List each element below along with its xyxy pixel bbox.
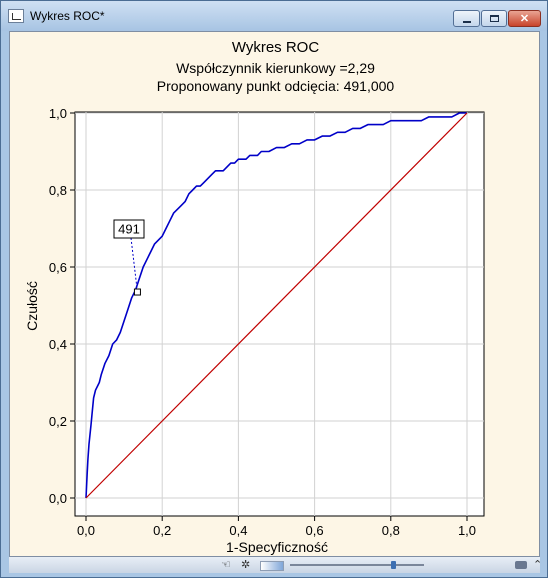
zoom-slider[interactable] — [290, 564, 424, 566]
x-tick-label: 0,2 — [153, 523, 171, 538]
chart-subtitle-slope: Współczynnik kierunkowy =2,29 — [176, 60, 375, 76]
chart-title: Wykres ROC — [231, 39, 320, 56]
color-chip[interactable] — [260, 561, 284, 571]
y-axis-title: Czułość — [24, 281, 40, 331]
roc-series — [85, 112, 468, 499]
x-tick-label: 1,0 — [458, 523, 476, 538]
reference-diagonal-line — [85, 112, 468, 499]
zoom-slider-thumb[interactable] — [391, 561, 396, 569]
chart-subtitle-cutoff: Proponowany punkt odcięcia: 491,000 — [156, 78, 395, 94]
x-tick-label: 0,8 — [382, 523, 400, 538]
y-tick-labels: 0,0 0,2 0,4 0,6 0,8 1,0 — [49, 106, 67, 506]
minimize-icon — [462, 20, 471, 23]
y-tick-label: 1,0 — [49, 106, 67, 121]
y-tick-label: 0,6 — [49, 260, 67, 275]
x-tick-labels: 0,0 0,2 0,4 0,6 0,8 1,0 — [77, 523, 476, 538]
maximize-icon — [489, 15, 499, 22]
key-icon[interactable] — [515, 561, 527, 569]
roc-plot[interactable]: 0,0 0,2 0,4 0,6 0,8 1,0 0,0 0,2 0,4 0,6 0,8 1,0 49… — [10, 32, 541, 558]
y-tick-label: 0,8 — [49, 183, 67, 198]
gear-icon[interactable]: ✲ — [241, 559, 251, 571]
maximize-button[interactable] — [481, 10, 507, 27]
close-button[interactable]: ✕ — [508, 10, 541, 27]
hand-icon[interactable]: ☜ — [221, 559, 231, 571]
x-tick-label: 0,6 — [306, 523, 324, 538]
x-tick-label: 0,4 — [229, 523, 247, 538]
plot-grid — [75, 112, 484, 516]
y-tick-label: 0,2 — [49, 414, 67, 429]
x-axis-title: 1-Specyficzność — [226, 539, 328, 555]
minimize-button[interactable] — [453, 10, 480, 27]
chart-app-icon — [8, 9, 24, 23]
cutoff-annotation: 491 — [113, 219, 145, 296]
cutoff-point-marker — [133, 288, 141, 296]
status-bar: ☜ ✲ ⌃ — [9, 557, 543, 573]
annotation-leader-line — [130, 237, 138, 293]
axis-ticks — [70, 112, 468, 521]
y-tick-label: 0,0 — [49, 491, 67, 506]
annotation-label-box — [113, 219, 145, 239]
close-icon: ✕ — [519, 13, 530, 25]
roc-curve-line — [85, 112, 467, 499]
annotation-label: 491 — [118, 222, 140, 237]
y-tick-label: 0,4 — [49, 337, 67, 352]
title-bar[interactable]: Wykres ROC* ✕ — [1, 1, 547, 31]
x-tick-label: 0,0 — [77, 523, 95, 538]
chart-area: Wykres ROC Współczynnik kierunkowy =2,29… — [9, 31, 540, 557]
plot-frame — [74, 111, 485, 517]
scroll-up-icon[interactable]: ⌃ — [533, 559, 543, 571]
window-title: Wykres ROC* — [30, 9, 105, 23]
